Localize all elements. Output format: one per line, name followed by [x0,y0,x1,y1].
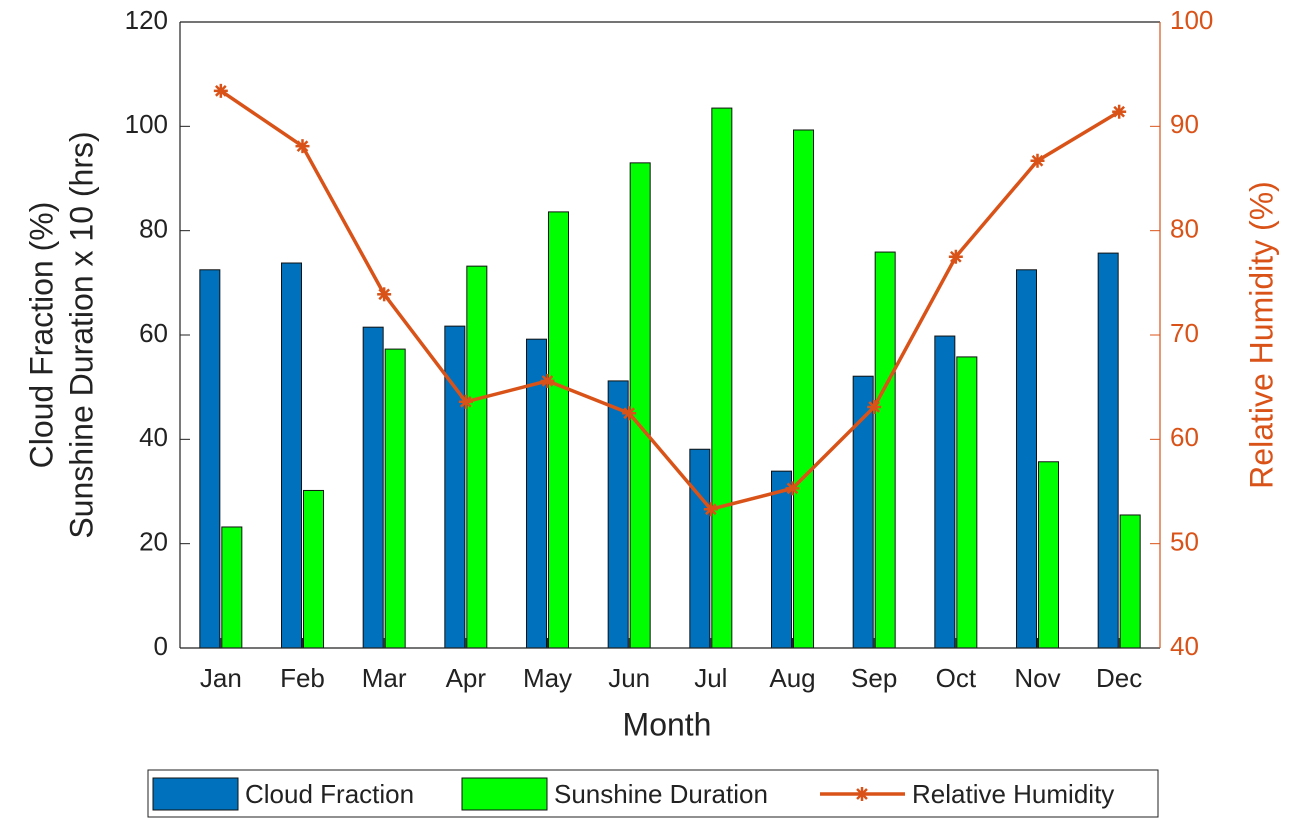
bar [607,380,629,649]
bar [711,107,733,649]
y2-tick-label: 50 [1170,527,1199,557]
x-tick-label: May [523,663,572,693]
bar [1119,514,1141,649]
x-tick-label: Dec [1096,663,1142,693]
bar [1038,461,1059,649]
legend-label: Relative Humidity [912,779,1114,809]
bar [1016,269,1037,649]
x-tick-label: Jul [694,663,727,693]
x-tick-label: Oct [936,663,977,693]
y2-tick-label: 80 [1170,214,1199,244]
marker [377,287,392,302]
y-tick-label: 100 [125,109,168,139]
marker-stroke [378,288,391,301]
x-tick-label: Apr [446,663,487,693]
marker [1112,104,1127,119]
bar [444,325,466,649]
x-tick-label: Feb [280,663,325,693]
y2-tick-label: 70 [1170,318,1199,348]
marker [213,83,228,98]
y-tick-label: 20 [139,527,168,557]
x-tick-label: Sep [851,663,897,693]
marker-stroke [704,503,717,516]
y-tick-label: 120 [125,5,168,35]
marker-stroke [1031,154,1044,167]
legend-swatch [152,777,239,811]
marker [703,502,718,517]
x-tick-label: Mar [362,663,407,693]
marker-stroke [786,482,799,495]
y2-tick-label: 40 [1170,631,1199,661]
y2-axis-label: Relative Humidity (%) [1243,181,1279,489]
x-tick-label: Aug [769,663,815,693]
marker [622,406,637,421]
bar [384,348,406,649]
line [219,89,1121,512]
bar [221,526,243,649]
marker [295,139,310,154]
marker-stroke [868,401,881,413]
y2-tick-label: 100 [1170,5,1213,35]
bar [362,326,384,649]
marker [458,394,473,409]
marker-stroke [296,140,309,152]
marker-stroke [1113,105,1126,118]
bar [793,129,814,649]
bar [281,262,302,649]
bar [466,265,488,649]
marker-stroke [214,85,227,97]
marker-stroke [856,788,868,800]
bar [303,489,324,649]
marker-stroke [459,395,472,408]
y-tick-label: 40 [139,422,168,452]
marker [540,373,555,388]
y-tick-label: 60 [139,318,168,348]
legend-swatch [461,777,548,811]
y2-tick-label: 90 [1170,109,1199,139]
marker [1030,153,1045,168]
bar [956,356,978,649]
legend-label: Sunshine Duration [554,779,768,809]
y-axis-label: Sunshine Duration x 10 (hrs) [63,131,99,538]
marker [785,481,800,496]
y-axis-label: Cloud Fraction (%) [23,202,59,469]
x-axis-label: Month [623,706,712,742]
bar [629,162,651,649]
marker [948,249,963,264]
bar [689,448,711,649]
x-tick-label: Jan [200,663,242,693]
bar [548,211,569,649]
legend-label: Cloud Fraction [245,779,414,809]
marker [867,399,882,414]
marker-stroke [949,250,962,263]
bar [771,470,792,649]
legend-box [147,769,1159,818]
x-tick-label: Jun [608,663,650,693]
bar [1097,252,1119,649]
x-tick-label: Nov [1014,663,1060,693]
legend-marker [855,787,869,801]
y-tick-label: 0 [154,631,168,661]
y-tick-label: 80 [139,214,168,244]
marker-stroke [541,375,554,387]
bar [934,335,956,649]
bar [874,251,896,649]
marker-stroke [623,407,636,420]
y2-tick-label: 60 [1170,422,1199,452]
bar [199,269,221,649]
